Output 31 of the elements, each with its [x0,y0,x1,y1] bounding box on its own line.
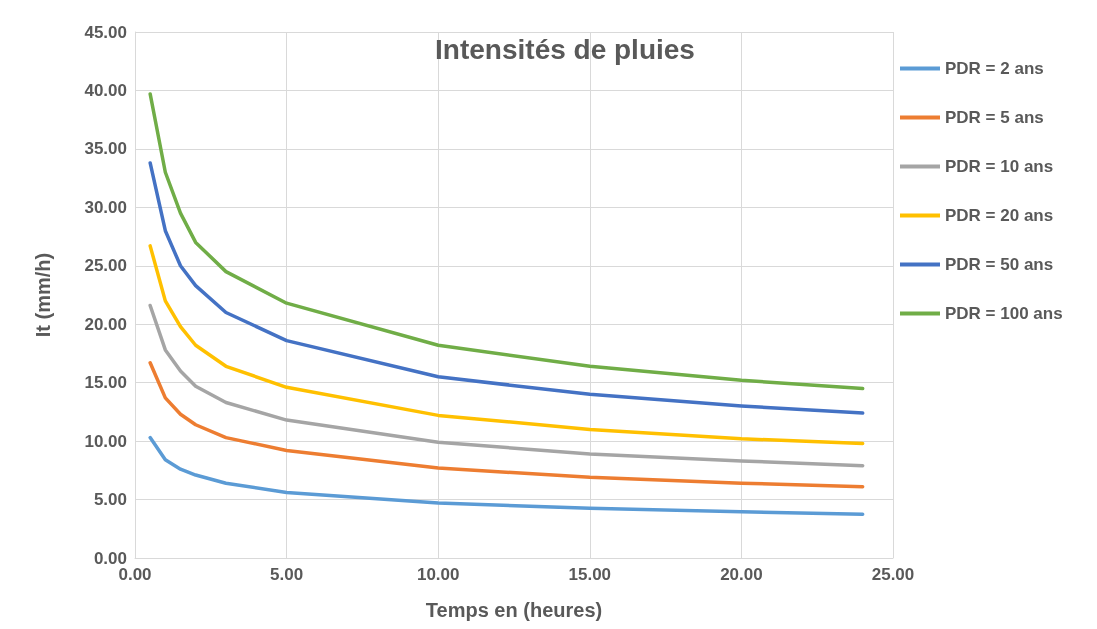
x-tick-label: 15.00 [568,565,612,584]
line-series [148,92,865,391]
legend-label: PDR = 20 ans [945,206,1054,225]
x-tick-label: 0.00 [118,565,152,584]
y-axis-title: It (mm/h) [32,252,54,338]
y-tick-label: 45.00 [84,22,127,42]
x-axis-title: Temps en (heures) [425,599,603,621]
y-tick-label: 30.00 [84,197,127,217]
legend-label: PDR = 5 ans [945,108,1044,127]
line-series [148,303,865,468]
x-tick-label: 25.00 [871,565,915,584]
y-tick-label: 25.00 [84,256,127,276]
legend-label: PDR = 100 ans [945,304,1063,323]
x-tick-label: 20.00 [720,565,763,584]
y-tick-label: 40.00 [84,80,127,100]
line-series [148,361,865,489]
y-tick-label: 20.00 [84,314,127,334]
line-series [148,161,865,415]
legend-label: PDR = 50 ans [945,255,1054,274]
chart-title: Intensités de pluies [435,33,695,65]
y-tick-label: 5.00 [93,490,127,510]
legend-label: PDR = 10 ans [945,157,1054,176]
line-series [148,435,865,516]
line-series [148,244,865,446]
y-tick-label: 35.00 [84,139,127,159]
x-tick-label: 10.00 [416,565,460,584]
y-tick-label: 0.00 [93,548,127,568]
x-tick-label: 5.00 [270,565,304,584]
y-tick-label: 10.00 [84,431,127,451]
legend-label: PDR = 2 ans [945,59,1044,78]
y-tick-label: 15.00 [84,373,127,393]
